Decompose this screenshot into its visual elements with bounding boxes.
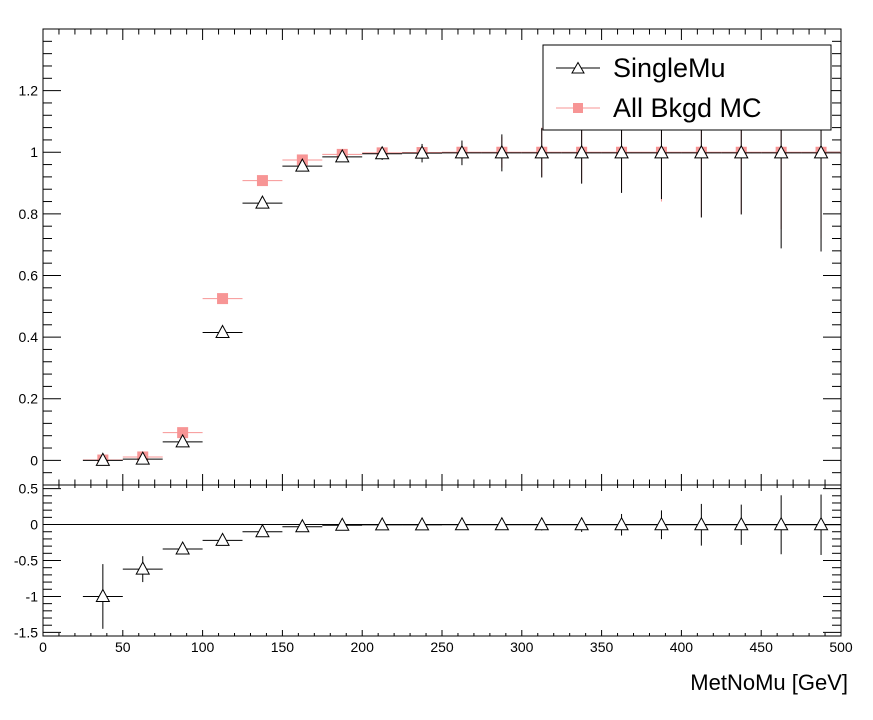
data-point-triangle [135,451,151,465]
data-point-triangle [95,588,111,602]
data-point-triangle [494,144,510,159]
x-tick-label: 500 [829,639,853,655]
x-tick-label: 200 [351,639,375,655]
data-point-triangle [694,144,709,159]
data-point-triangle [334,517,350,531]
data-point-triangle [534,144,550,159]
y-tick-label: 1 [30,144,38,160]
x-tick-label: 150 [271,639,295,655]
data-point-triangle [374,145,390,160]
y-tick-label: 0.5 [19,481,39,497]
data-point-triangle [334,148,350,163]
x-tick-label: 50 [115,639,131,655]
data-point-triangle [414,145,430,159]
data-point-triangle [255,523,270,538]
triangle-marker-icon [571,61,585,74]
y-tick-label: -1 [26,588,39,604]
data-point-triangle [374,516,390,531]
y-tick-label: 0.2 [19,391,39,407]
data-point-square [256,175,268,187]
legend-label-singlemu: SingleMu [613,53,726,83]
legend: SingleMu All Bkgd MC [542,44,832,131]
x-tick-label: 250 [430,639,454,655]
data-point-triangle [295,518,310,533]
ratio-plot-frame [42,484,842,637]
square-marker-icon [573,103,583,113]
data-point-triangle [574,144,589,159]
x-tick-label: 400 [670,639,694,655]
y-tick-label: 0 [30,517,38,533]
data-point-triangle [414,516,430,531]
x-tick-label: 0 [39,639,47,655]
data-point-triangle [694,516,709,531]
data-point-triangle [494,516,510,531]
data-point-triangle [534,516,550,531]
y-tick-label: 0.6 [19,267,39,283]
data-point-triangle [175,433,190,448]
data-point-triangle [175,540,190,555]
legend-box [542,44,832,131]
data-point-triangle [733,144,749,159]
data-point-triangle [454,144,470,159]
data-point-triangle [773,144,789,159]
main-axis: 0 0.2 0.4 0.6 0.8 1 1.2 [19,28,842,486]
data-point-triangle [614,144,629,159]
data-point-triangle [95,452,111,466]
data-point-triangle [215,324,230,338]
legend-label-all-bkgd-mc: All Bkgd MC [613,93,762,123]
x-axis-title: MetNoMu [GeV] [690,670,848,695]
y-tick-label: 0.8 [19,206,39,222]
y-tick-label: -0.5 [14,553,38,569]
data-point-square [217,293,229,305]
data-point-triangle [654,516,669,531]
ratio-axis: 0 50 100 150 200 250 300 350 400 450 500 -1.5 -1 -0.5… [14,481,853,655]
data-point-triangle [454,516,470,531]
data-point-triangle [135,561,151,575]
data-point-triangle [614,516,629,531]
data-point-triangle [215,532,230,546]
data-point-triangle [255,195,270,209]
data-point-triangle [574,516,589,531]
data-series [82,494,841,629]
data-point-triangle [813,516,829,531]
x-tick-label: 350 [590,639,614,655]
y-tick-label: -1.5 [14,624,38,640]
data-point-triangle [295,158,310,172]
data-point-triangle [654,144,669,159]
x-tick-label: 450 [750,639,774,655]
y-tick-label: 0.4 [19,329,39,345]
data-point-triangle [813,144,829,159]
data-point-triangle [733,516,749,531]
x-tick-label: 300 [510,639,534,655]
y-tick-label: 1.2 [19,83,39,99]
y-tick-label: 0 [30,452,38,468]
data-point-square [177,427,189,439]
x-tick-label: 100 [191,639,215,655]
data-point-triangle [773,516,789,531]
ratio-panel: 0 50 100 150 200 250 300 350 400 450 500 -1.5 -1 -0.5… [14,481,853,655]
data-series [82,54,841,466]
ratio-series-layer [43,494,841,629]
